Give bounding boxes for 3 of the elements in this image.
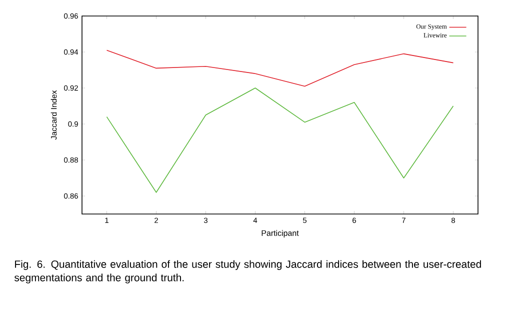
line-series xyxy=(106,50,454,87)
caption: Fig. 6. Quantitative evaluation of the user study showing Jaccard indices between the user-created segmentations and the ground truth. xyxy=(14,260,481,284)
line-series xyxy=(106,88,454,193)
